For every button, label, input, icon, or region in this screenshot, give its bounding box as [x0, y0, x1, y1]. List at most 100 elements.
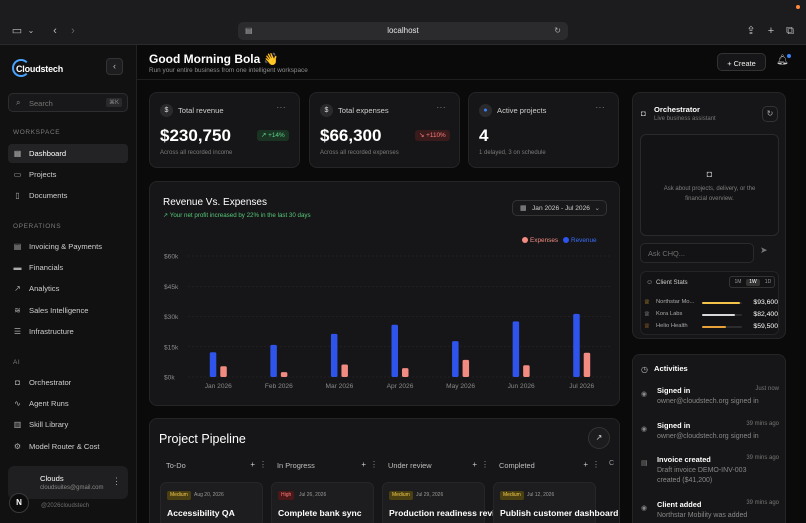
- bar-expenses: [583, 352, 591, 377]
- client-stats-title: Client Stats: [656, 279, 688, 286]
- sidebar-item-sales-intelligence[interactable]: ≋ Sales Intelligence: [8, 301, 128, 320]
- client-row[interactable]: ♕ Kora Labs $82,400: [644, 310, 778, 320]
- add-icon[interactable]: +: [250, 460, 255, 469]
- reload-icon[interactable]: ↻: [554, 26, 561, 35]
- activity-time: 39 mins ago: [746, 455, 779, 461]
- sidebar-item-invoicing[interactable]: ▤ Invoicing & Payments: [8, 237, 128, 256]
- date-range-picker[interactable]: ▦ Jan 2026 - Jul 2026 ⌄: [512, 200, 607, 216]
- activity-time: Just now: [755, 386, 779, 392]
- more-vertical-icon[interactable]: ⋮: [112, 476, 121, 486]
- more-vertical-icon[interactable]: ⋮: [259, 460, 267, 469]
- new-tab-icon[interactable]: +: [767, 25, 775, 37]
- copyright-text: @2026cloudstech: [41, 503, 90, 509]
- tabs-overview-icon[interactable]: ⧉: [786, 25, 794, 37]
- add-icon[interactable]: +: [361, 460, 366, 469]
- sidebar-item-documents[interactable]: ▯ Documents: [8, 186, 128, 205]
- range-1m[interactable]: 1M: [734, 279, 742, 285]
- sidebar-item-agent-runs[interactable]: ∿ Agent Runs: [8, 394, 128, 413]
- address-bar[interactable]: ▤ localhost ↻: [238, 22, 568, 40]
- create-button[interactable]: + Create: [717, 53, 766, 71]
- section-label-operations: OPERATIONS: [13, 223, 62, 230]
- x-tick-label: Feb 2026: [265, 383, 293, 390]
- task-title: Production readiness review: [389, 508, 507, 518]
- sidebar-item-model-router[interactable]: ⚙ Model Router & Cost: [8, 437, 128, 456]
- pipeline-scroll-indicator: C: [609, 460, 615, 467]
- sidebar-item-analytics[interactable]: ↗ Analytics: [8, 279, 128, 298]
- x-tick-label: Jan 2026: [205, 383, 232, 390]
- chart-subtitle: ↗ Your net profit increased by 22% in th…: [163, 212, 311, 219]
- task-card[interactable]: Medium Jul 12, 2026 Publish customer das…: [493, 482, 618, 523]
- collapse-sidebar-button[interactable]: ‹: [106, 58, 123, 75]
- refresh-icon[interactable]: ↻: [762, 106, 778, 122]
- sidebar-item-financials[interactable]: ▬ Financials: [8, 258, 128, 277]
- bar-expenses: [523, 365, 530, 377]
- expand-arrow-icon[interactable]: ↗: [588, 427, 610, 449]
- activity-title: Client added: [657, 500, 702, 509]
- logo-text: Cloudstech: [16, 64, 64, 74]
- task-card[interactable]: High Jul 26, 2026 Complete bank sync: [271, 482, 374, 523]
- client-value: $93,600: [753, 299, 778, 306]
- client-stats: ☺ Client Stats 1M 1W 1D ♕ Northstar Mo..…: [640, 271, 779, 335]
- activity-title: Signed in: [657, 421, 691, 430]
- add-icon[interactable]: +: [472, 460, 477, 469]
- share-icon[interactable]: ⇪: [746, 25, 756, 37]
- page-title: Good Morning Bola 👋: [149, 52, 279, 66]
- trophy-icon: ♕: [644, 299, 650, 306]
- send-icon[interactable]: ➤: [760, 245, 768, 255]
- more-horizontal-icon[interactable]: ···: [276, 103, 286, 112]
- range-1w[interactable]: 1W: [746, 279, 760, 286]
- user-name: Clouds: [40, 474, 64, 483]
- add-icon[interactable]: +: [583, 460, 588, 469]
- task-date: Jul 12, 2026: [527, 492, 555, 498]
- y-tick-label: $30k: [164, 314, 179, 321]
- sidebar-item-dashboard[interactable]: ▦ Dashboard: [8, 144, 128, 163]
- task-card[interactable]: Medium Jul 29, 2026 Production readiness…: [382, 482, 507, 523]
- more-vertical-icon[interactable]: ⋮: [592, 460, 600, 469]
- browser-toolbar: ▭ ⌄ ‹ › ▤ localhost ↻ ⇪ + ⧉: [0, 0, 806, 45]
- stat-subtext: Across all recorded expenses: [320, 150, 399, 156]
- wallet-icon: ▬: [13, 263, 22, 272]
- url-text: localhost: [387, 26, 419, 35]
- page-icon: ▤: [245, 26, 253, 35]
- logo[interactable]: Cloudstech: [12, 59, 64, 77]
- stat-card-active-projects: ● Active projects ··· 4 1 delayed, 3 on …: [468, 92, 619, 168]
- forward-icon[interactable]: ›: [71, 25, 75, 37]
- sidebar-item-skill-library[interactable]: ▥ Skill Library: [8, 415, 128, 434]
- bar-expenses: [462, 359, 470, 377]
- more-vertical-icon[interactable]: ⋮: [481, 460, 489, 469]
- sidebar-item-orchestrator[interactable]: ◘ Orchestrator: [8, 373, 128, 392]
- back-icon[interactable]: ‹: [53, 25, 57, 37]
- chevron-down-icon[interactable]: ⌄: [27, 26, 35, 35]
- sidebar-toggle-icon[interactable]: ▭: [11, 25, 23, 37]
- target-icon: ●: [479, 104, 492, 117]
- chat-input[interactable]: Ask CHQ...: [640, 243, 754, 263]
- more-horizontal-icon[interactable]: ···: [436, 103, 446, 112]
- more-horizontal-icon[interactable]: ···: [595, 103, 605, 112]
- bot-icon: ◘: [641, 109, 646, 118]
- more-vertical-icon[interactable]: ⋮: [370, 460, 378, 469]
- avatar[interactable]: N: [9, 493, 29, 513]
- orchestrator-title: Orchestrator: [654, 105, 701, 114]
- user-email: cloudsuites@gmail.com: [40, 485, 104, 491]
- user-card[interactable]: Clouds cloudsuites@gmail.com ⋮: [8, 466, 128, 499]
- stat-label: Total expenses: [338, 106, 389, 115]
- client-progress: [702, 302, 742, 304]
- pipeline-title: Project Pipeline: [159, 432, 246, 446]
- sidebar-item-projects[interactable]: ▭ Projects: [8, 165, 128, 184]
- sidebar-item-label: Model Router & Cost: [29, 442, 100, 451]
- legend-swatch: [522, 237, 528, 243]
- task-date: Jul 26, 2026: [299, 492, 327, 498]
- search-input[interactable]: ⌕ Search ⌘K: [8, 93, 128, 112]
- bell-icon[interactable]: 🔔︎: [776, 54, 791, 69]
- y-tick-label: $60k: [164, 254, 179, 261]
- stat-value: $66,300: [320, 126, 382, 145]
- task-card[interactable]: Medium Aug 20, 2026 Accessibility QA: [160, 482, 263, 523]
- chevron-down-icon: ⌄: [594, 205, 600, 212]
- sidebar-item-label: Agent Runs: [29, 399, 69, 408]
- client-row[interactable]: ♕ Northstar Mo... $93,600: [644, 298, 778, 308]
- dollar-icon: $: [320, 104, 333, 117]
- range-1d[interactable]: 1D: [764, 279, 772, 285]
- bar-expenses: [220, 366, 227, 377]
- sidebar-item-infrastructure[interactable]: ☰ Infrastructure: [8, 322, 128, 341]
- client-row[interactable]: ♕ Helio Health $59,500: [644, 322, 778, 332]
